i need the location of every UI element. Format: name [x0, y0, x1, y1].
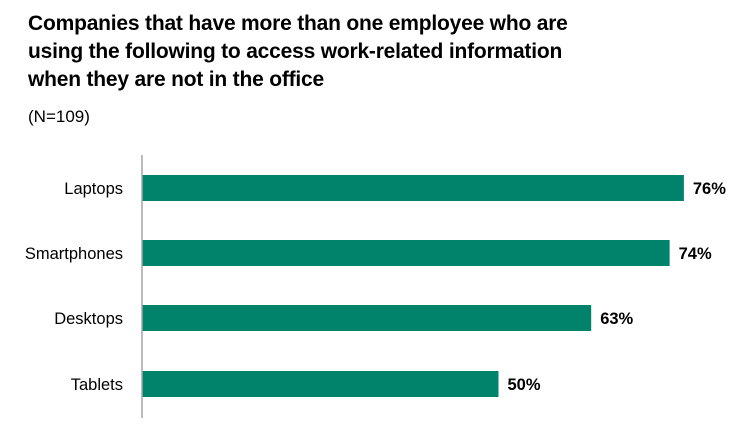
category-label-smartphones: Smartphones [25, 245, 123, 263]
category-label-desktops: Desktops [54, 310, 123, 328]
category-label-tablets: Tablets [71, 376, 123, 394]
bar-smartphones [142, 240, 670, 266]
value-label-desktops: 63% [600, 310, 633, 328]
bars-layer: Laptops 76% Smartphones 74% Desktops 63% Table… [25, 175, 726, 397]
chart-subtitle: (N=109) [28, 107, 90, 126]
value-label-smartphones: 74% [679, 245, 712, 263]
bar-laptops [142, 175, 684, 201]
chart-title: Companies that have more than one employ… [28, 12, 568, 91]
value-label-laptops: 76% [693, 180, 726, 198]
value-label-tablets: 50% [508, 376, 541, 394]
bar-desktops [142, 305, 592, 331]
bar-tablets [142, 371, 499, 397]
category-label-laptops: Laptops [64, 180, 123, 198]
